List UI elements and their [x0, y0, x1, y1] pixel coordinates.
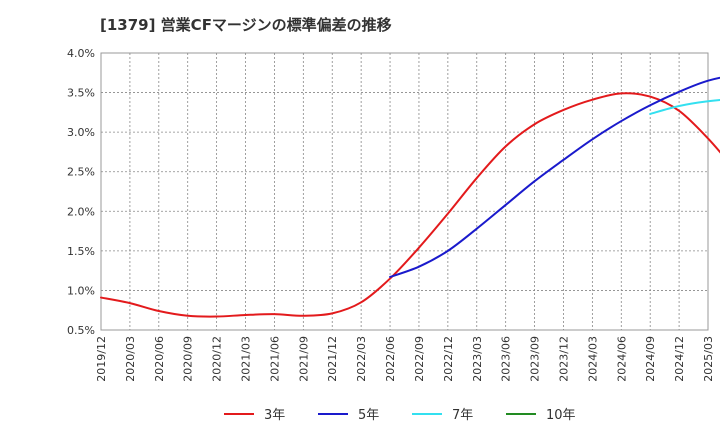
x-axis-ticks: 2019/12 2020/03 2020/06 2020/09 2020/12 2021/… [95, 336, 715, 382]
y-tick-label: 1.0% [67, 284, 95, 297]
x-tick-label: 2021/12 [326, 336, 339, 382]
series-line-1 [100, 92, 720, 318]
y-tick-label: 3.0% [67, 126, 95, 139]
x-tick-label: 2020/12 [211, 336, 224, 382]
x-tick-label: 2024/06 [615, 336, 628, 382]
y-axis-ticks: 0.5% 1.0% 1.5% 2.0% 2.5% 3.0% 3.5% 4.0% [67, 47, 95, 337]
legend-label-2: 5年 [358, 408, 379, 423]
x-tick-label: 2021/03 [240, 336, 253, 382]
y-tick-label: 2.0% [67, 205, 95, 218]
plot-area [100, 52, 709, 331]
x-tick-label: 2022/03 [355, 336, 368, 382]
y-tick-label: 3.5% [67, 87, 95, 100]
legend-label-1: 3年 [264, 408, 285, 423]
x-tick-label: 2023/09 [529, 336, 542, 382]
grid [101, 53, 708, 330]
series-lines [100, 76, 720, 318]
x-tick-label: 2024/09 [644, 336, 657, 382]
x-tick-label: 2021/06 [268, 336, 281, 382]
series-line-2 [389, 76, 720, 278]
x-tick-label: 2023/03 [471, 336, 484, 382]
x-tick-label: 2022/12 [442, 336, 455, 382]
y-tick-label: 4.0% [67, 47, 95, 60]
x-tick-label: 2020/06 [153, 336, 166, 382]
x-tick-label: 2022/06 [384, 336, 397, 382]
x-tick-label: 2025/03 [702, 336, 715, 382]
y-tick-label: 0.5% [67, 324, 95, 337]
y-tick-label: 2.5% [67, 166, 95, 179]
x-tick-label: 2019/12 [95, 336, 108, 382]
x-tick-label: 2022/09 [413, 336, 426, 382]
x-tick-label: 2023/12 [557, 336, 570, 382]
legend-label-4: 10年 [546, 408, 576, 423]
x-tick-label: 2024/03 [586, 336, 599, 382]
legend-label-3: 7年 [452, 408, 473, 423]
x-tick-label: 2024/12 [673, 336, 686, 382]
x-tick-label: 2020/03 [124, 336, 137, 382]
series-line-3 [649, 99, 720, 115]
x-tick-label: 2023/06 [500, 336, 513, 382]
chart-title: [1379] 営業CFマージンの標準偏差の推移 [100, 16, 392, 34]
y-tick-label: 1.5% [67, 245, 95, 258]
x-tick-label: 2020/09 [182, 336, 195, 382]
x-tick-label: 2021/09 [297, 336, 310, 382]
legend: 3年 5年 7年 10年 [224, 408, 576, 423]
